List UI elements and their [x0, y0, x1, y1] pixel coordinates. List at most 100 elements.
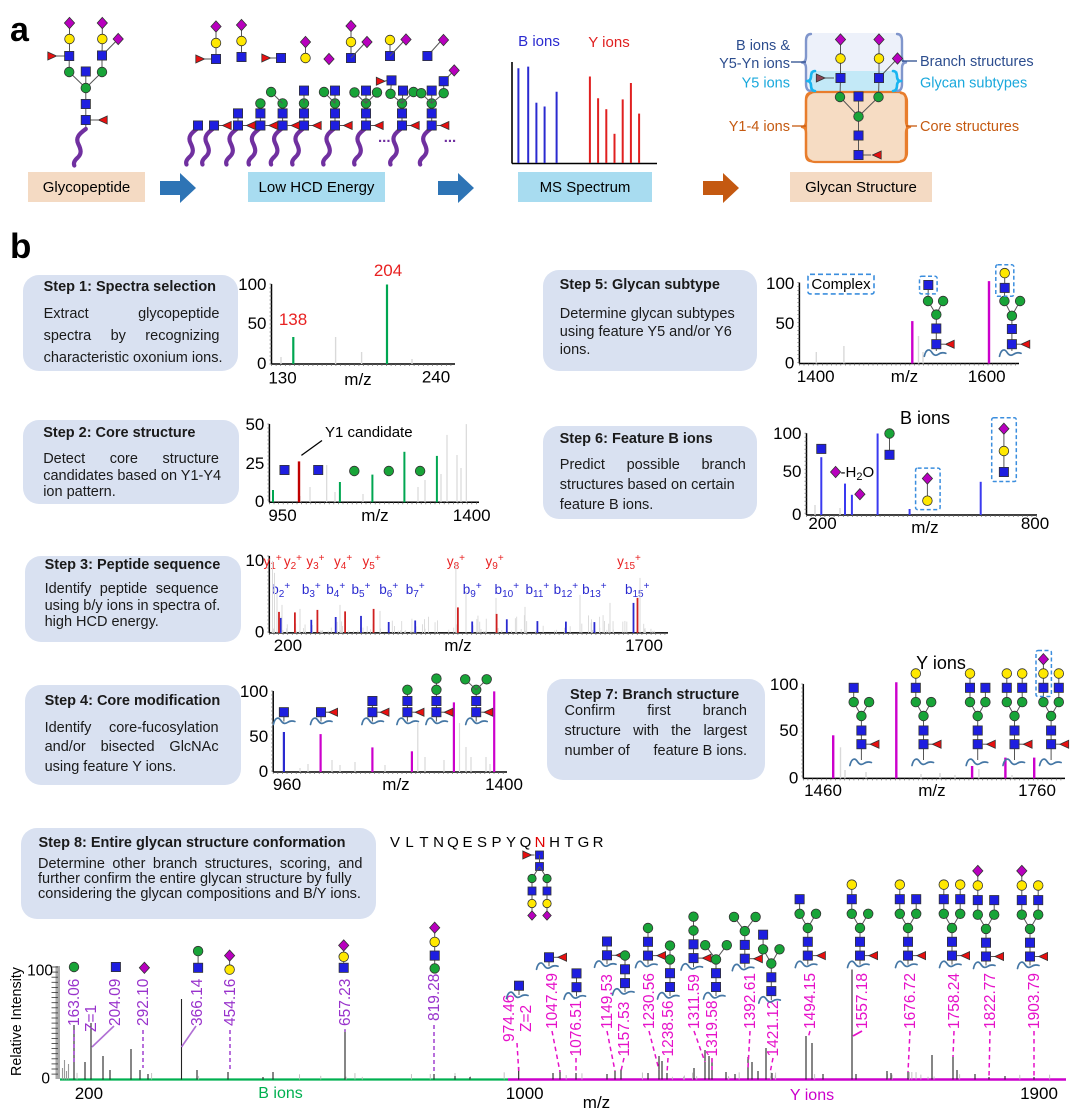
svg-text:m/z: m/z — [918, 781, 945, 800]
svg-text:204: 204 — [374, 261, 402, 280]
svg-text:Y: Y — [506, 834, 516, 851]
svg-text:0: 0 — [789, 768, 798, 787]
svg-text:50: 50 — [775, 314, 794, 333]
svg-text:10: 10 — [245, 551, 264, 570]
svg-text:200: 200 — [274, 636, 302, 655]
svg-text:B ions: B ions — [900, 408, 950, 428]
svg-text:Relative Intensity: Relative Intensity — [9, 966, 25, 1076]
svg-text:Y ions: Y ions — [790, 1087, 834, 1104]
svg-text:50: 50 — [245, 415, 264, 434]
svg-text:Y5-Yn ions: Y5-Yn ions — [719, 56, 790, 72]
svg-text:1319.58: 1319.58 — [704, 1000, 721, 1056]
svg-text:1822.77: 1822.77 — [982, 973, 999, 1029]
svg-text:Y ions: Y ions — [588, 34, 629, 51]
svg-text:1900: 1900 — [1020, 1084, 1058, 1103]
svg-text:N: N — [433, 834, 444, 851]
svg-text:1400: 1400 — [485, 775, 523, 794]
svg-text:b: b — [10, 227, 31, 266]
svg-text:960: 960 — [273, 775, 301, 794]
svg-text:B ions: B ions — [518, 33, 560, 50]
svg-text:240: 240 — [422, 368, 450, 387]
svg-text:Core structures: Core structures — [920, 119, 1019, 135]
svg-text:...: ... — [378, 129, 391, 146]
svg-text:200: 200 — [808, 514, 836, 533]
svg-text:1238.56: 1238.56 — [660, 1000, 677, 1056]
svg-text:Y1-4 ions: Y1-4 ions — [729, 119, 790, 135]
svg-text:100: 100 — [238, 275, 266, 294]
svg-text:1076.51: 1076.51 — [568, 1000, 585, 1056]
svg-text:0: 0 — [255, 492, 264, 511]
svg-text:1230.56: 1230.56 — [641, 973, 658, 1029]
svg-text:b15+: b15+ — [625, 581, 650, 600]
svg-text:P: P — [491, 834, 501, 851]
svg-text:1047.49: 1047.49 — [544, 973, 561, 1029]
svg-text:b13+: b13+ — [582, 581, 607, 600]
svg-text:B ions &: B ions & — [736, 38, 790, 54]
svg-text:100: 100 — [773, 424, 801, 443]
svg-text:V: V — [390, 834, 400, 851]
svg-text:1400: 1400 — [797, 367, 835, 386]
svg-text:1700: 1700 — [625, 636, 663, 655]
svg-text:-H2O: -H2O — [841, 464, 875, 483]
svg-text:1157.53: 1157.53 — [616, 1002, 633, 1057]
svg-text:204.09: 204.09 — [107, 979, 124, 1026]
svg-text:m/z: m/z — [344, 370, 371, 389]
svg-text:0: 0 — [785, 354, 794, 373]
svg-text:25: 25 — [245, 454, 264, 473]
svg-text:0: 0 — [792, 505, 801, 524]
svg-text:Glycan Structure: Glycan Structure — [805, 179, 917, 196]
svg-text:1557.18: 1557.18 — [854, 973, 871, 1029]
svg-text:S: S — [477, 834, 487, 851]
svg-text:1421.12: 1421.12 — [765, 1000, 782, 1056]
svg-text:1149.53: 1149.53 — [599, 974, 616, 1029]
svg-text:100: 100 — [240, 682, 268, 701]
svg-text:1494.15: 1494.15 — [802, 973, 819, 1029]
svg-text:m/z: m/z — [382, 775, 409, 794]
svg-text:1000: 1000 — [506, 1084, 544, 1103]
svg-text:...: ... — [444, 129, 457, 146]
svg-text:0: 0 — [41, 1071, 50, 1088]
svg-text:163.06: 163.06 — [66, 979, 83, 1026]
svg-text:L: L — [405, 834, 413, 851]
svg-text:1400: 1400 — [453, 506, 491, 525]
svg-text:1460: 1460 — [804, 781, 842, 800]
svg-text:m/z: m/z — [911, 518, 938, 537]
svg-text:MS Spectrum: MS Spectrum — [540, 179, 631, 196]
svg-text:657.23: 657.23 — [337, 979, 354, 1026]
svg-text:Q: Q — [520, 834, 532, 851]
svg-text:1311.59: 1311.59 — [686, 974, 703, 1029]
svg-text:1600: 1600 — [968, 367, 1006, 386]
svg-text:R: R — [593, 834, 604, 851]
svg-text:1676.72: 1676.72 — [902, 973, 919, 1029]
svg-text:T: T — [564, 834, 573, 851]
svg-text:1392.61: 1392.61 — [742, 973, 759, 1029]
svg-text:Glycopeptide: Glycopeptide — [43, 179, 131, 196]
svg-text:292.10: 292.10 — [135, 978, 152, 1026]
svg-text:b10+: b10+ — [495, 581, 520, 600]
svg-text:0: 0 — [255, 623, 264, 642]
svg-text:Y ions: Y ions — [916, 653, 966, 673]
svg-text:50: 50 — [779, 721, 798, 740]
svg-text:819.28: 819.28 — [426, 974, 443, 1021]
svg-text:m/z: m/z — [891, 367, 918, 386]
svg-text:Q: Q — [447, 834, 459, 851]
svg-text:130: 130 — [268, 369, 296, 388]
svg-text:0: 0 — [259, 762, 268, 781]
svg-text:366.14: 366.14 — [189, 978, 206, 1026]
svg-text:950: 950 — [268, 506, 296, 525]
svg-text:138: 138 — [279, 310, 307, 329]
svg-text:800: 800 — [1021, 514, 1049, 533]
svg-text:H: H — [549, 834, 560, 851]
svg-text:0: 0 — [257, 354, 266, 373]
svg-text:1903.79: 1903.79 — [1026, 973, 1043, 1029]
svg-text:Complex: Complex — [811, 276, 871, 293]
svg-text:N: N — [535, 834, 546, 851]
svg-text:Y5 ions: Y5 ions — [742, 76, 790, 92]
svg-text:Z=2: Z=2 — [518, 1005, 535, 1032]
svg-text:1760: 1760 — [1018, 781, 1056, 800]
svg-text:100: 100 — [766, 274, 794, 293]
svg-text:454.16: 454.16 — [222, 979, 239, 1026]
svg-text:50: 50 — [249, 727, 268, 746]
svg-text:T: T — [419, 834, 428, 851]
svg-text:100: 100 — [27, 963, 53, 980]
